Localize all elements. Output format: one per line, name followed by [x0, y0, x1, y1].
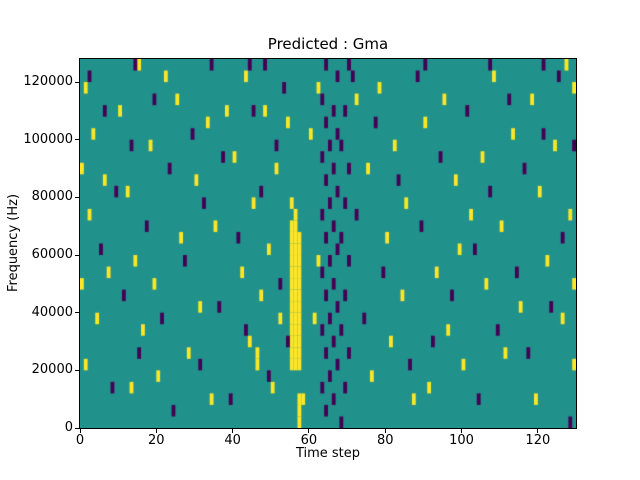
- y-tick-label: 60000: [31, 247, 73, 263]
- y-tick-label: 100000: [23, 131, 73, 147]
- x-tick-label: 60: [300, 433, 318, 448]
- y-tick-mark: [75, 139, 79, 141]
- y-tick-mark: [75, 81, 79, 83]
- x-tick-label: 20: [148, 433, 165, 448]
- y-tick-mark: [75, 369, 79, 371]
- x-tick-label: 120: [525, 433, 551, 448]
- x-axis-label: Time step: [295, 446, 361, 461]
- x-tick-mark: [155, 429, 157, 433]
- x-tick-label: 40: [224, 433, 241, 448]
- y-tick-label: 80000: [31, 189, 73, 205]
- x-tick-mark: [461, 429, 463, 433]
- y-tick-mark: [75, 254, 79, 256]
- y-tick-mark: [75, 427, 79, 429]
- y-tick-mark: [75, 312, 79, 314]
- heatmap-canvas: [80, 59, 576, 428]
- y-axis-label: Frequency (Hz): [6, 193, 21, 293]
- chart-title: Predicted : Gma: [267, 35, 389, 53]
- y-tick-mark: [75, 196, 79, 198]
- x-tick-label: 0: [75, 433, 85, 448]
- x-tick-mark: [308, 429, 310, 433]
- x-tick-mark: [79, 429, 81, 433]
- plot-area: [79, 58, 577, 429]
- y-tick-label: 20000: [31, 362, 73, 378]
- x-tick-label: 100: [449, 433, 474, 448]
- x-tick-label: 80: [376, 433, 394, 448]
- y-tick-label: 40000: [31, 304, 73, 320]
- y-tick-label: 120000: [23, 74, 73, 90]
- x-tick-mark: [384, 429, 386, 433]
- x-tick-mark: [537, 429, 539, 433]
- y-tick-label: 0: [64, 420, 73, 435]
- x-tick-mark: [232, 429, 234, 433]
